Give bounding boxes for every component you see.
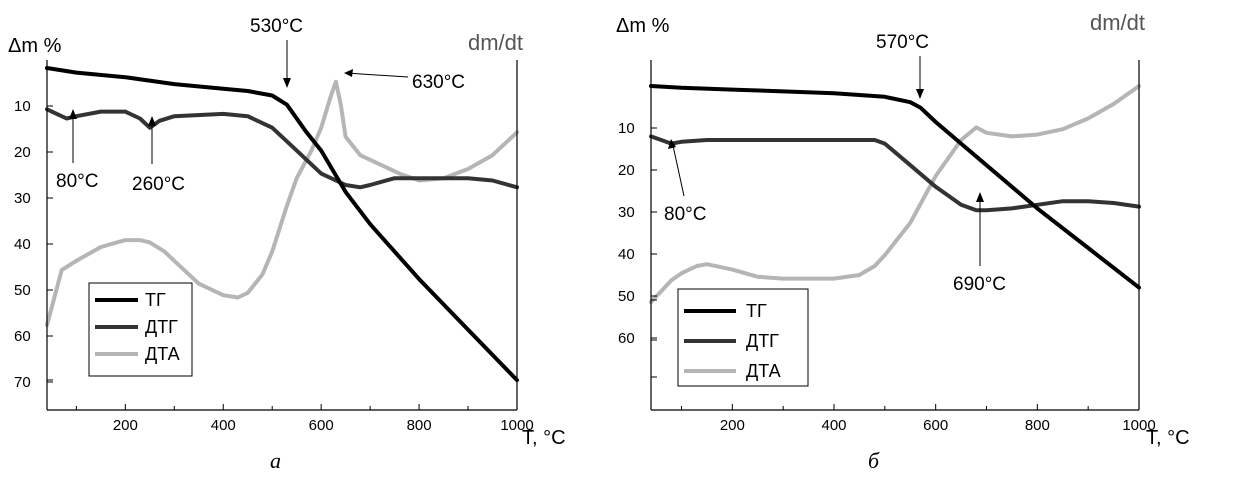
panel-a-arrowhead-530	[283, 78, 291, 88]
panel-a-legend: ТГ ДТГ ДТА	[88, 282, 193, 377]
panel-b-arrow-80	[671, 140, 685, 197]
panel-b-series-dta	[649, 84, 1141, 304]
panel-a-legend-tg: ТГ	[145, 290, 166, 310]
panel-a-series-lines	[45, 66, 519, 383]
panel-a-y-tick-label-20: 20	[14, 144, 31, 161]
panel-b-y-tick-label-20: 20	[618, 162, 635, 179]
panel-b-arrowhead-690	[976, 192, 984, 202]
panel-a-x-tick-label-400: 400	[211, 417, 236, 434]
panel-a-xlabel: T, °C	[522, 427, 566, 449]
panel-b-ticks: 200 400 600 800 1000 10 20 30 40 50 60	[618, 120, 1156, 434]
panel-a-annotation-630: 630°C	[412, 72, 465, 93]
panel-b-label: б	[868, 448, 880, 473]
panel-b-x-tick-label-200: 200	[720, 417, 745, 434]
panel-a-arrowhead-630	[344, 69, 353, 77]
panel-b-series-dtg	[649, 134, 1141, 213]
panel-b-x-tick-label-400: 400	[821, 417, 846, 434]
panel-a-series-tg	[45, 66, 519, 383]
panel-b-ylabel: Δm %	[616, 15, 670, 37]
panel-b-legend-dta: ДТА	[746, 361, 781, 381]
panel-b-y-tick-label-40: 40	[618, 246, 635, 263]
panel-b-x-tick-label-1000: 1000	[1122, 417, 1155, 434]
panel-b-legend: ТГ ДТГ ДТА	[677, 288, 809, 387]
panel-a-x-tick-label-200: 200	[113, 417, 138, 434]
panel-a-x-tick-label-1000: 1000	[500, 417, 533, 434]
panel-a-y-tick-label-40: 40	[14, 236, 31, 253]
panel-a-legend-dtg: ДТГ	[145, 317, 178, 337]
panel-b-y-tick-label-10: 10	[618, 120, 635, 137]
panel-b-annotation-80: 80°C	[664, 204, 706, 225]
panel-b-series-lines	[649, 84, 1141, 304]
panel-b-y-tick-label-60: 60	[618, 330, 635, 347]
panel-a-annotation-80: 80°C	[56, 171, 98, 192]
panel-b-legend-dtg: ДТГ	[746, 331, 779, 351]
panel-a-annotation-530: 530°C	[250, 16, 303, 37]
panel-b-x-tick-label-800: 800	[1025, 417, 1050, 434]
panel-a-y2label: dm/dt	[468, 30, 523, 55]
panel-b-xlabel: T, °C	[1146, 427, 1190, 449]
panel-a-ticks: 200 400 600 800 1000 10 20 30 40 50 60 70	[14, 98, 534, 434]
panel-a-legend-dta: ДТА	[145, 344, 180, 364]
panel-b-arrowhead-80	[668, 139, 676, 149]
panel-a-y-tick-label-50: 50	[14, 282, 31, 299]
panel-a-arrowhead-260	[148, 116, 156, 126]
panel-b-annotation-690: 690°C	[953, 274, 1006, 295]
panel-a-y-tick-label-10: 10	[14, 98, 31, 115]
panel-b-y-tick-label-30: 30	[618, 204, 635, 221]
panel-b-y2label: dm/dt	[1090, 10, 1145, 35]
panel-b-legend-tg: ТГ	[746, 301, 767, 321]
panel-b-series-tg	[649, 84, 1141, 290]
panel-a-series-dta	[45, 79, 519, 327]
panel-a-y-tick-label-30: 30	[14, 190, 31, 207]
panel-a-arrow-630	[345, 72, 409, 78]
panel-a-series-dtg	[45, 107, 519, 190]
panel-a-arrowhead-80	[69, 109, 77, 119]
panel-b-annotation-570: 570°C	[876, 32, 929, 53]
panel-b-arrowhead-570	[916, 89, 924, 99]
panel-b-y-tick-label-50: 50	[618, 288, 635, 305]
panel-a-label: а	[270, 448, 281, 473]
panel-a-y-tick-label-60: 60	[14, 328, 31, 345]
panel-a-ylabel: Δm %	[8, 35, 62, 57]
panel-a-x-tick-label-600: 600	[309, 417, 334, 434]
panel-a-x-tick-label-800: 800	[407, 417, 432, 434]
panel-a: 200 400 600 800 1000 10 20 30 40 50 60 70 Δm % dm/d…	[8, 16, 566, 473]
panel-b-x-tick-label-600: 600	[923, 417, 948, 434]
panel-a-y-tick-label-70: 70	[14, 374, 31, 391]
panel-a-annotation-260: 260°C	[132, 174, 185, 195]
